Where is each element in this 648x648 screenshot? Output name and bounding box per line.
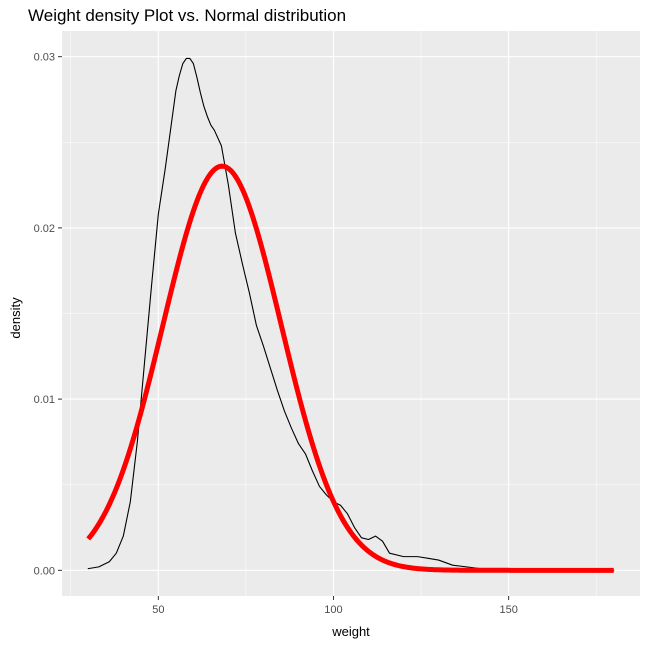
x-tick-label: 150 — [499, 604, 517, 616]
series-layer — [86, 57, 615, 573]
normal-distribution-line — [86, 163, 615, 573]
x-tick-label: 100 — [324, 604, 342, 616]
y-axis: 0.00 0.01 0.02 0.03 — [34, 52, 62, 577]
y-tick-label: 0.00 — [34, 565, 55, 577]
x-axis: 50 100 150 — [152, 596, 518, 616]
y-tick-label: 0.03 — [34, 52, 55, 64]
x-tick-label: 50 — [152, 604, 164, 616]
chart-title: Weight density Plot vs. Normal distribut… — [28, 6, 347, 25]
y-tick-label: 0.01 — [34, 394, 55, 406]
weight-density-line — [87, 57, 615, 571]
x-axis-title: weight — [331, 624, 370, 639]
y-axis-title: density — [8, 297, 23, 339]
y-tick-label: 0.02 — [34, 223, 55, 235]
